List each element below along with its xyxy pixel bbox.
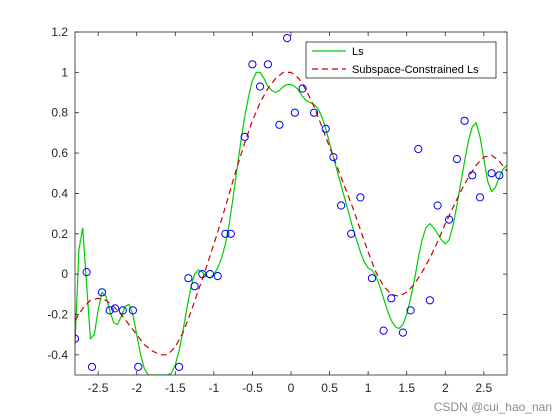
- x-tick-label: 1: [365, 381, 372, 395]
- sample-point: [329, 153, 338, 162]
- sample-point: [321, 124, 330, 133]
- sample-point: [356, 193, 365, 202]
- sample-point: [213, 272, 222, 281]
- sample-markers: [75, 34, 504, 371]
- sample-point: [118, 306, 127, 315]
- plot-area: [75, 32, 507, 375]
- sample-point: [105, 306, 114, 315]
- y-tick-label: -0.2: [47, 307, 68, 321]
- x-tick-label: 1.5: [398, 381, 415, 395]
- y-axis-ticks: -0.4 -0.2 0 0.2 0.4 0.6 0.8 1 1.2: [47, 25, 507, 362]
- sample-point: [226, 229, 235, 238]
- y-tick-label: 1: [61, 65, 68, 79]
- sample-point: [475, 193, 485, 202]
- x-tick-label: -2.5: [88, 381, 109, 395]
- sample-point: [190, 282, 199, 291]
- sample-point: [337, 201, 346, 210]
- legend[interactable]: Ls Subspace-Constrained Ls: [305, 41, 497, 79]
- sample-point: [379, 326, 388, 335]
- x-tick-label: 2: [442, 381, 449, 395]
- sample-point: [425, 296, 434, 305]
- sample-point: [221, 229, 230, 238]
- sample-point: [445, 215, 454, 224]
- sample-point: [310, 108, 319, 117]
- y-tick-label: 0.8: [51, 106, 68, 120]
- x-tick-label: 0.5: [321, 381, 338, 395]
- y-tick-label: 0.6: [51, 146, 68, 160]
- sample-point: [468, 171, 477, 180]
- x-tick-label: 2.5: [476, 381, 493, 395]
- sample-point: [248, 60, 257, 69]
- sample-point: [283, 34, 292, 43]
- sample-point: [256, 82, 265, 91]
- sample-point: [175, 362, 184, 371]
- sample-point: [495, 171, 504, 180]
- sample-point: [487, 169, 496, 178]
- watermark: CSDN @cui_hao_nan: [433, 400, 552, 414]
- series-line-ls: [75, 71, 507, 375]
- sample-point: [87, 362, 97, 371]
- x-tick-label: -2: [131, 381, 142, 395]
- x-axis-ticks: -2.5 -2 -1.5 -1 -0.5 0 0.5 1 1.5 2 2.5: [88, 32, 493, 395]
- sample-point: [414, 144, 423, 154]
- x-tick-label: -1: [209, 381, 220, 395]
- sample-point: [433, 201, 442, 210]
- sample-point: [452, 155, 461, 164]
- sample-point: [275, 120, 284, 129]
- sample-point: [263, 60, 272, 69]
- sample-point: [367, 274, 377, 283]
- x-tick-label: -1.5: [165, 381, 186, 395]
- x-tick-label: 0: [288, 381, 295, 395]
- series-line-subspace-constrained-ls: [75, 71, 507, 356]
- legend-label-ls: Ls: [352, 46, 364, 58]
- legend-box: [305, 41, 497, 79]
- sample-point: [290, 108, 299, 117]
- series-layer: [75, 71, 507, 375]
- legend-label-subspace: Subspace-Constrained Ls: [352, 64, 479, 76]
- sample-point: [240, 132, 249, 141]
- sample-point: [134, 362, 143, 371]
- sample-point: [111, 304, 120, 313]
- sample-point: [128, 306, 137, 315]
- sample-point: [97, 288, 107, 297]
- sample-point: [205, 270, 215, 279]
- sample-point: [298, 84, 307, 93]
- sample-point: [184, 274, 193, 283]
- sample-point: [82, 268, 91, 277]
- y-tick-label: 0: [61, 267, 68, 281]
- sample-point: [406, 306, 415, 315]
- x-tick-label: -0.5: [242, 381, 263, 395]
- sample-point: [198, 270, 207, 279]
- y-tick-label: 1.2: [51, 25, 68, 39]
- y-tick-label: 0.2: [51, 227, 68, 241]
- sample-point: [387, 294, 396, 303]
- y-tick-label: -0.4: [47, 348, 68, 362]
- sample-point: [398, 328, 407, 337]
- sample-point: [460, 116, 469, 125]
- y-tick-label: 0.4: [51, 186, 68, 200]
- sample-point: [347, 229, 356, 238]
